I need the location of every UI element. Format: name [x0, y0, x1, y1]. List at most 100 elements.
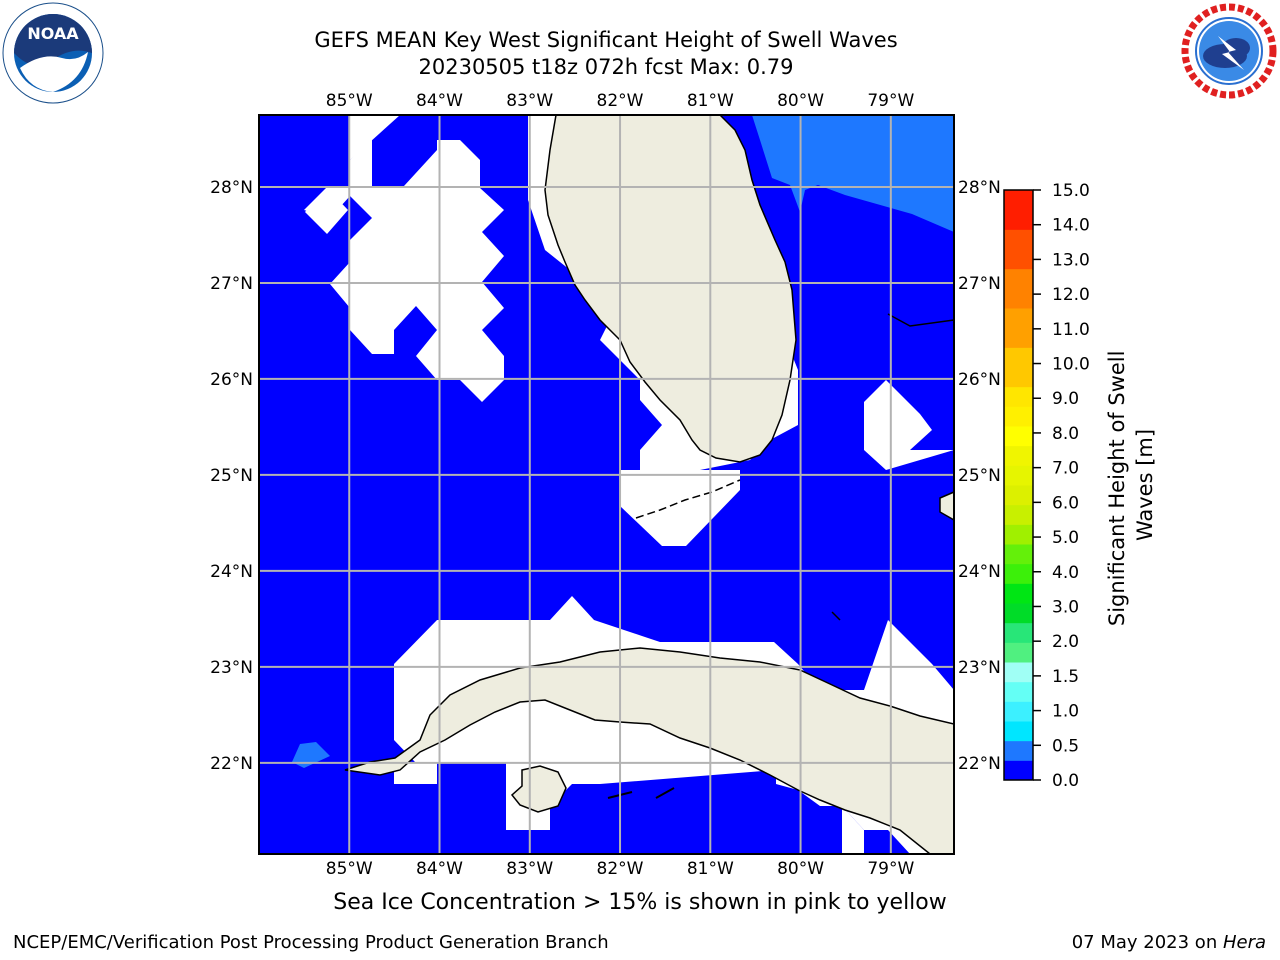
colorbar-bin	[1004, 760, 1033, 781]
colorbar-bin	[1004, 347, 1033, 388]
cay-sal	[831, 611, 841, 621]
lon-label: 83°W	[506, 91, 553, 111]
colorbar-bin	[1004, 504, 1033, 525]
colorbar-bin	[1004, 524, 1033, 545]
lon-label: 84°W	[416, 91, 463, 111]
colorbar-tick-label: 0.5	[1052, 736, 1079, 756]
longitude-labels-top: 85°W 84°W 83°W 82°W 81°W 80°W 79°W	[326, 91, 915, 111]
footer-date-text: 07 May 2023 on	[1071, 932, 1223, 953]
footer-date: 07 May 2023 on Hera	[1072, 932, 1266, 953]
colorbar-bin	[1004, 229, 1033, 270]
longitude-labels-bottom: 85°W 84°W 83°W 82°W 81°W 80°W 79°W	[326, 859, 915, 879]
lon-label: 83°W	[506, 859, 553, 879]
bahamas-coast	[887, 313, 954, 327]
lat-label: 28°N	[210, 178, 253, 198]
colorbar-tick-label: 4.0	[1052, 563, 1079, 583]
lon-label: 81°W	[687, 859, 734, 879]
lat-label: 23°N	[958, 658, 1001, 678]
colorbar-tick-label: 12.0	[1052, 285, 1090, 305]
colorbar-bin	[1004, 445, 1033, 466]
colorbar	[1003, 189, 1034, 781]
lon-label: 80°W	[777, 859, 824, 879]
lat-label: 25°N	[958, 466, 1001, 486]
map-frame	[258, 114, 955, 855]
colorbar-ticks: 0.0 0.5 1.0 1.5 2.0 3.0 4.0 5.0 6.0 7.0 8.0 9.0 10.0…	[1033, 181, 1090, 791]
colorbar-bin	[1004, 583, 1033, 604]
colorbar-bin	[1004, 662, 1033, 683]
nws-logo	[1178, 0, 1280, 102]
lon-label: 84°W	[416, 859, 463, 879]
colorbar-tick-label: 1.0	[1052, 702, 1079, 722]
lon-label: 79°W	[867, 91, 914, 111]
lat-label: 23°N	[210, 658, 253, 678]
colorbar-bin	[1004, 386, 1033, 407]
swell-patch-northeast	[752, 115, 954, 232]
footer-host: Hera	[1222, 932, 1266, 953]
colorbar-frame	[1003, 189, 1034, 781]
colorbar-tick-label: 8.0	[1052, 424, 1079, 444]
lat-label: 27°N	[958, 274, 1001, 294]
map-subtitle: 20230505 t18z 072h fcst Max: 0.79	[418, 55, 794, 79]
noaa-logo: NOAA	[2, 2, 104, 104]
colorbar-bin	[1004, 406, 1033, 427]
noaa-logo-text: NOAA	[27, 24, 79, 43]
lon-label: 80°W	[777, 91, 824, 111]
lon-label: 82°W	[597, 91, 644, 111]
colorbar-tick-label: 5.0	[1052, 528, 1079, 548]
colorbar-bin	[1004, 190, 1033, 230]
colorbar-tick-label: 9.0	[1052, 389, 1079, 409]
colorbar-tick-label: 7.0	[1052, 459, 1079, 479]
colorbar-bin	[1004, 721, 1033, 742]
colorbar-bin	[1004, 465, 1033, 486]
map-plot-area	[259, 115, 954, 854]
map-title: GEFS MEAN Key West Significant Height of…	[314, 28, 898, 52]
colorbar-tick-label: 6.0	[1052, 493, 1079, 513]
lon-label: 81°W	[687, 91, 734, 111]
colorbar-bin	[1004, 740, 1033, 761]
colorbar-tick-label: 3.0	[1052, 597, 1079, 617]
lon-label: 82°W	[597, 859, 644, 879]
lat-label: 27°N	[210, 274, 253, 294]
lat-label: 24°N	[210, 562, 253, 582]
colorbar-bin	[1004, 426, 1033, 447]
andros-island	[939, 491, 954, 521]
colorbar-bin	[1004, 485, 1033, 506]
colorbar-tick-label: 11.0	[1052, 320, 1090, 340]
colorbar-tick-label: 1.5	[1052, 667, 1079, 687]
colorbar-bin	[1004, 563, 1033, 584]
colorbar-tick-label: 14.0	[1052, 216, 1090, 236]
colorbar-tick-label: 10.0	[1052, 355, 1090, 375]
sea-ice-note: Sea Ice Concentration > 15% is shown in …	[333, 890, 947, 915]
lat-label: 22°N	[958, 754, 1001, 774]
lat-label: 26°N	[210, 370, 253, 390]
colorbar-tick-label: 0.0	[1052, 771, 1079, 791]
colorbar-bin	[1004, 268, 1033, 309]
isla-juventud	[510, 765, 567, 813]
lat-label: 22°N	[210, 754, 253, 774]
lat-label: 26°N	[958, 370, 1001, 390]
colorbar-label: Significant Height of Swell Waves [m]	[1105, 344, 1157, 626]
colorbar-bin	[1004, 642, 1033, 663]
graticule	[259, 115, 954, 854]
footer-credit: NCEP/EMC/Verification Post Processing Pr…	[13, 932, 609, 953]
colorbar-bin	[1004, 681, 1033, 702]
colorbar-tick-label: 15.0	[1052, 181, 1090, 201]
colorbar-bin	[1004, 603, 1033, 624]
colorbar-tick-label: 2.0	[1052, 632, 1079, 652]
lon-label: 85°W	[326, 91, 373, 111]
florida-keys	[635, 479, 741, 519]
lat-label: 28°N	[958, 178, 1001, 198]
latitude-labels-right: 28°N 27°N 26°N 25°N 24°N 23°N 22°N	[958, 178, 1001, 774]
swell-patch-southwest	[292, 742, 330, 768]
lon-label: 79°W	[867, 859, 914, 879]
lat-label: 25°N	[210, 466, 253, 486]
florida-landmass	[544, 115, 797, 463]
latitude-labels-left: 28°N 27°N 26°N 25°N 24°N 23°N 22°N	[210, 178, 253, 774]
lon-label: 85°W	[326, 859, 373, 879]
lat-label: 24°N	[958, 562, 1001, 582]
colorbar-bin	[1004, 701, 1033, 722]
colorbar-bin	[1004, 308, 1033, 348]
colorbar-bin	[1004, 544, 1033, 565]
colorbar-tick-label: 13.0	[1052, 250, 1090, 270]
